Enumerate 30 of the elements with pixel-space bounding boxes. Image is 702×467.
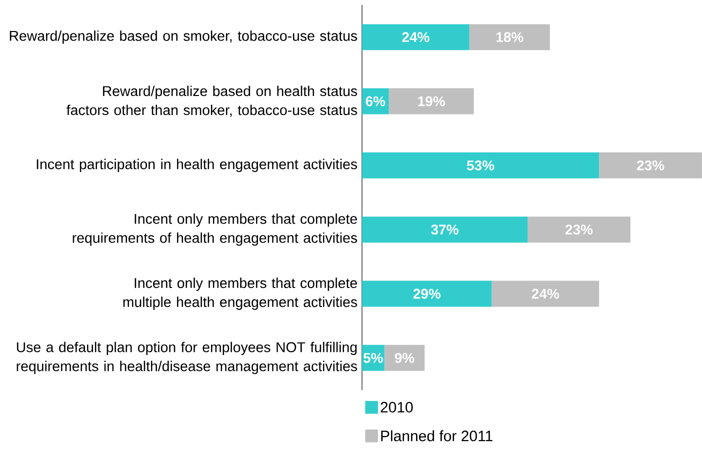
y-tick-label: Incent only members that complete requirements of health engagement activities: [72, 213, 358, 246]
data-label: 19%: [418, 96, 445, 106]
data-label: 23%: [565, 224, 593, 235]
data-label: 18%: [496, 32, 524, 42]
data-label: 9%: [394, 352, 414, 363]
bar: [362, 152, 600, 178]
data-label: 23%: [637, 160, 664, 170]
y-tick-label: Reward/penalize based on health status factors other than smoker, tobacco-use status: [66, 86, 358, 117]
legend-label: 2010: [380, 402, 413, 413]
data-label: 5%: [363, 352, 383, 363]
data-label: 24%: [532, 288, 560, 299]
bar: [528, 216, 630, 243]
data-label: 6%: [366, 96, 386, 106]
bar: [362, 216, 528, 243]
data-label: 53%: [466, 160, 494, 170]
y-tick-label: Incent participation in health engagement activities: [36, 158, 358, 172]
bar: [492, 280, 600, 307]
data-label: 29%: [413, 288, 440, 299]
y-tick-label: Incent only members that complete multiple health engagement activities: [123, 278, 358, 310]
data-label: 37%: [431, 224, 458, 235]
bar: [469, 24, 550, 50]
bar: [362, 280, 492, 307]
bar: [362, 24, 470, 50]
data-label: 24%: [402, 32, 430, 42]
y-tick-label: Use a default plan option for employees NOT fulfilling requirements in health/disease management activities: [16, 342, 358, 374]
bar: [384, 344, 425, 371]
legend-label: Planned for 2011: [381, 430, 492, 442]
bar: [599, 152, 702, 178]
bar: [388, 88, 474, 114]
y-tick-label: Reward/penalize based on smoker, tobacco-use status: [10, 30, 358, 44]
